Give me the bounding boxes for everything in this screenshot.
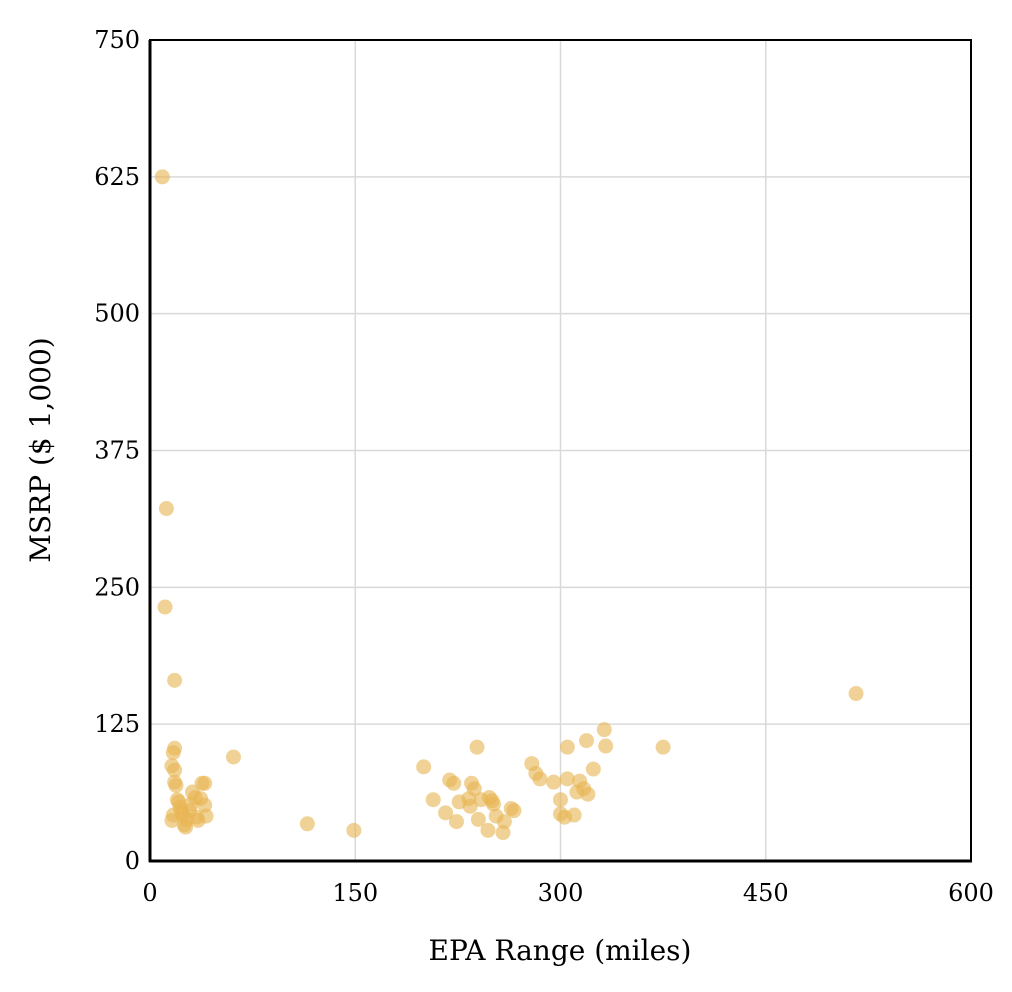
data-point <box>154 169 170 185</box>
data-point <box>346 822 362 838</box>
data-point <box>546 774 562 790</box>
data-point <box>485 796 501 812</box>
data-point <box>466 781 482 797</box>
data-points <box>154 169 864 841</box>
y-axis-title: MSRP ($ 1,000) <box>24 337 57 562</box>
x-tick-label: 300 <box>538 879 584 907</box>
data-point <box>449 814 465 830</box>
data-point <box>168 777 184 793</box>
data-point <box>157 599 173 615</box>
data-point <box>495 825 511 841</box>
x-tick-label: 0 <box>142 879 157 907</box>
data-point <box>425 792 441 808</box>
y-tick-label: 500 <box>94 300 140 328</box>
data-point <box>167 672 183 688</box>
data-point <box>506 803 522 819</box>
data-point <box>580 786 596 802</box>
data-point <box>559 771 575 787</box>
x-tick-label: 450 <box>743 879 789 907</box>
data-point <box>559 739 575 755</box>
data-point <box>480 822 496 838</box>
data-point <box>596 722 612 738</box>
y-tick-label: 750 <box>94 26 140 54</box>
x-tick-label: 150 <box>332 879 378 907</box>
grid-lines <box>150 40 971 861</box>
data-point <box>532 771 548 787</box>
data-point <box>197 797 213 813</box>
data-point <box>470 811 486 827</box>
data-point <box>578 733 594 749</box>
data-point <box>167 762 183 778</box>
y-tick-label: 375 <box>94 437 140 465</box>
x-axis-title: EPA Range (miles) <box>429 934 692 967</box>
data-point <box>462 798 478 814</box>
x-tick-labels: 0 150 300 450 600 <box>142 879 994 907</box>
x-tick-label: 600 <box>948 879 994 907</box>
data-point <box>848 686 864 702</box>
data-point <box>438 805 454 821</box>
data-point <box>165 745 181 761</box>
y-tick-label: 250 <box>94 573 140 601</box>
data-point <box>164 812 180 828</box>
data-point <box>416 759 432 775</box>
y-tick-label: 0 <box>125 847 140 875</box>
data-point <box>446 775 462 791</box>
data-point <box>553 792 568 808</box>
y-tick-labels: 0 125 250 375 500 625 750 <box>94 26 140 875</box>
data-point <box>469 739 485 755</box>
data-point <box>585 761 601 777</box>
data-point <box>655 739 671 755</box>
data-point <box>158 501 174 517</box>
data-point <box>197 775 213 791</box>
y-tick-label: 625 <box>94 163 140 191</box>
data-point <box>198 808 214 824</box>
data-point <box>299 816 315 832</box>
y-tick-label: 125 <box>94 710 140 738</box>
data-point <box>225 749 241 765</box>
data-point <box>598 738 614 754</box>
data-point <box>496 814 512 830</box>
data-point <box>566 807 582 823</box>
